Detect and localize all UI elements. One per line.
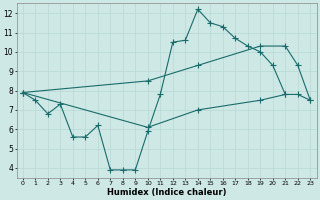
X-axis label: Humidex (Indice chaleur): Humidex (Indice chaleur) [107, 188, 226, 197]
